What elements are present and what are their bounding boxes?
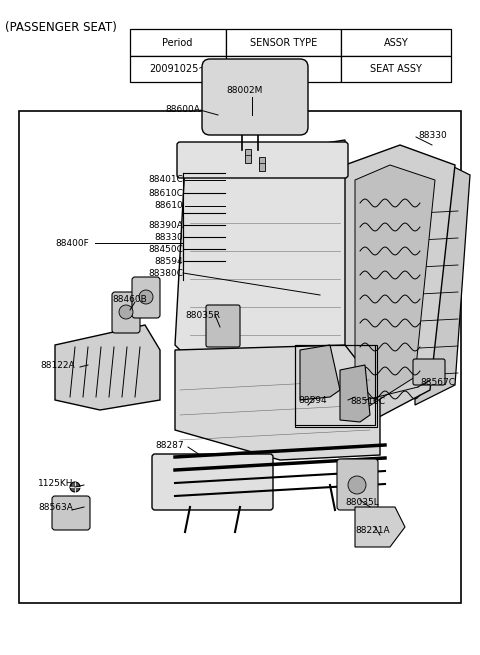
- Bar: [341, 29, 451, 56]
- Text: 88567C: 88567C: [420, 378, 455, 387]
- Polygon shape: [415, 160, 470, 405]
- FancyBboxPatch shape: [177, 142, 348, 178]
- Text: 88610C: 88610C: [148, 189, 183, 198]
- Text: 88563A: 88563A: [38, 502, 73, 512]
- Polygon shape: [175, 345, 380, 460]
- FancyBboxPatch shape: [112, 292, 140, 333]
- Text: 88516C: 88516C: [350, 398, 385, 407]
- Polygon shape: [345, 145, 455, 435]
- Bar: [130, 56, 226, 82]
- Text: 88122A: 88122A: [40, 360, 74, 369]
- FancyBboxPatch shape: [413, 359, 445, 385]
- Text: SENSOR TYPE: SENSOR TYPE: [250, 37, 317, 48]
- Text: 88400F: 88400F: [55, 238, 89, 248]
- Text: 88035L: 88035L: [345, 498, 379, 507]
- Text: 88002M: 88002M: [227, 86, 263, 95]
- Text: 88600A: 88600A: [165, 105, 200, 115]
- Text: 88330: 88330: [418, 130, 447, 140]
- FancyBboxPatch shape: [206, 305, 240, 347]
- Bar: [259, 157, 265, 171]
- Text: 88380C: 88380C: [148, 269, 183, 278]
- Polygon shape: [175, 140, 355, 355]
- Polygon shape: [55, 325, 160, 410]
- Text: 88594: 88594: [298, 396, 326, 405]
- Circle shape: [139, 290, 153, 304]
- Polygon shape: [355, 507, 405, 547]
- Text: 1125KH: 1125KH: [38, 479, 73, 487]
- Circle shape: [70, 482, 80, 492]
- Bar: [341, 56, 451, 82]
- Text: 88221A: 88221A: [355, 526, 390, 535]
- FancyBboxPatch shape: [132, 277, 160, 318]
- Bar: [130, 29, 226, 56]
- Circle shape: [348, 476, 366, 494]
- FancyBboxPatch shape: [337, 459, 378, 510]
- FancyBboxPatch shape: [52, 496, 90, 530]
- Text: Period: Period: [162, 37, 193, 48]
- Text: (PASSENGER SEAT): (PASSENGER SEAT): [5, 21, 117, 34]
- Text: 88594: 88594: [155, 257, 183, 265]
- Bar: [295, 345, 375, 425]
- FancyBboxPatch shape: [202, 59, 308, 135]
- Polygon shape: [355, 165, 435, 415]
- Bar: [245, 149, 251, 163]
- Polygon shape: [300, 345, 340, 400]
- Bar: [295, 345, 377, 427]
- Bar: [19, 111, 461, 603]
- Text: 88035R: 88035R: [185, 310, 220, 320]
- Text: 88460B: 88460B: [112, 295, 147, 305]
- Text: 88401C: 88401C: [148, 176, 183, 185]
- Polygon shape: [340, 365, 370, 422]
- FancyBboxPatch shape: [152, 454, 273, 510]
- Text: 88450C: 88450C: [148, 244, 183, 253]
- Bar: [226, 56, 341, 82]
- Text: PODS: PODS: [269, 64, 297, 74]
- Text: 88610: 88610: [154, 202, 183, 210]
- Text: SEAT ASSY: SEAT ASSY: [370, 64, 422, 74]
- Circle shape: [119, 305, 133, 319]
- Text: 88330: 88330: [154, 233, 183, 242]
- Text: 88287: 88287: [155, 441, 184, 449]
- Text: 88390A: 88390A: [148, 221, 183, 229]
- Text: 20091025~: 20091025~: [149, 64, 206, 74]
- Bar: [226, 29, 341, 56]
- Text: ASSY: ASSY: [384, 37, 408, 48]
